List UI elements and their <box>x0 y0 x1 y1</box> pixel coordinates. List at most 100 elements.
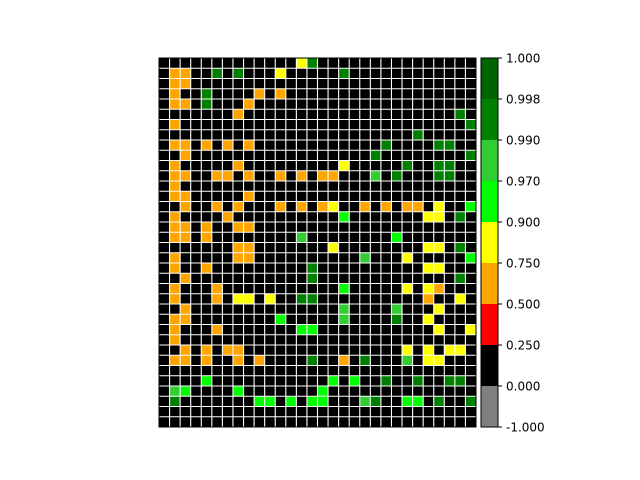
colorbar-segment <box>481 222 498 263</box>
heatmap-cell <box>169 232 181 243</box>
heatmap-cell <box>169 283 181 294</box>
heatmap-cell <box>201 88 212 99</box>
heatmap-cell <box>169 293 181 304</box>
heatmap-cell <box>243 293 255 304</box>
heatmap-cell <box>423 345 434 356</box>
heatmap-cell <box>454 109 466 120</box>
heatmap-cell <box>201 232 212 243</box>
heatmap-cell <box>433 170 445 181</box>
colorbar-tick-label: 0.750 <box>506 257 540 271</box>
heatmap-cell <box>338 211 350 222</box>
heatmap-cell <box>433 160 445 171</box>
colorbar-segment <box>481 58 498 99</box>
heatmap-cell <box>423 211 434 222</box>
heatmap-cell <box>338 304 350 315</box>
heatmap-cell <box>222 345 233 356</box>
heatmap-cell <box>232 293 244 304</box>
heatmap-cell <box>317 396 329 407</box>
colorbar-frame <box>480 57 499 428</box>
heatmap-cell <box>180 68 191 79</box>
heatmap-cell <box>254 355 265 366</box>
heatmap-cell <box>232 345 244 356</box>
heatmap-cell <box>380 375 392 386</box>
colorbar-tick-label: 0.500 <box>506 298 540 312</box>
heatmap-cell <box>370 170 381 181</box>
heatmap-cell <box>169 386 181 397</box>
heatmap-cell <box>180 304 191 315</box>
heatmap-cell <box>454 242 466 253</box>
heatmap-cell <box>296 324 307 335</box>
heatmap-cell <box>296 58 307 69</box>
heatmap-cell <box>433 355 445 366</box>
heatmap-cell <box>180 345 191 356</box>
heatmap-cell <box>211 324 223 335</box>
heatmap-cell <box>201 375 212 386</box>
heatmap-cell <box>264 293 276 304</box>
heatmap-cell <box>454 211 466 222</box>
colorbar-segment <box>481 181 498 222</box>
heatmap-cell <box>169 355 181 366</box>
heatmap-cell <box>328 242 339 253</box>
heatmap-cell <box>328 201 339 212</box>
heatmap-cell <box>180 355 191 366</box>
heatmap-cell <box>169 170 181 181</box>
heatmap-cell <box>264 396 276 407</box>
heatmap-cell <box>433 140 445 151</box>
heatmap-cell <box>169 263 181 274</box>
heatmap-cell <box>169 88 181 99</box>
heatmap-cell <box>454 273 466 284</box>
heatmap-cell <box>402 283 413 294</box>
heatmap-cell <box>359 355 371 366</box>
heatmap-cell <box>201 99 212 110</box>
heatmap-cell <box>201 140 212 151</box>
heatmap-cell <box>444 170 455 181</box>
heatmap-cell <box>423 263 434 274</box>
heatmap-cell <box>169 140 181 151</box>
colorbar-tick-label: 0.000 <box>506 380 540 394</box>
heatmap-cell <box>402 345 413 356</box>
heatmap-cell <box>243 170 255 181</box>
heatmap-cell <box>232 252 244 263</box>
colorbar-tick-label: -1.000 <box>506 421 545 435</box>
heatmap-cell <box>169 222 181 233</box>
heatmap-cell <box>180 150 191 161</box>
heatmap-cell <box>232 160 244 171</box>
heatmap-cell <box>180 201 191 212</box>
heatmap-cell <box>169 78 181 89</box>
heatmap-cell <box>380 201 392 212</box>
heatmap-cell <box>433 283 445 294</box>
heatmap-cell <box>169 252 181 263</box>
heatmap-cell <box>169 160 181 171</box>
heatmap-cell <box>222 140 233 151</box>
heatmap-cell <box>402 355 413 366</box>
heatmap-cell <box>423 355 434 366</box>
heatmap-cell <box>306 396 318 407</box>
heatmap-cell <box>211 68 223 79</box>
heatmap-cell <box>444 160 455 171</box>
heatmap-cell <box>370 150 381 161</box>
heatmap-cell <box>317 386 329 397</box>
heatmap-cell <box>454 345 466 356</box>
heatmap-cell <box>285 396 297 407</box>
heatmap-cell <box>180 314 191 325</box>
heatmap-cell <box>306 273 318 284</box>
heatmap-cell <box>423 283 434 294</box>
heatmap-cell <box>232 386 244 397</box>
heatmap-cell <box>169 334 181 345</box>
heatmap-cell <box>423 293 434 304</box>
heatmap-cell <box>306 324 318 335</box>
heatmap-cell <box>433 263 445 274</box>
heatmap-cell <box>180 386 191 397</box>
heatmap-cell <box>243 140 255 151</box>
heatmap-cell <box>169 191 181 202</box>
heatmap-cell <box>180 99 191 110</box>
heatmap-cell <box>412 129 424 140</box>
heatmap-cell <box>169 324 181 335</box>
heatmap-cell <box>180 170 191 181</box>
heatmap-cell <box>444 375 455 386</box>
heatmap-cell <box>465 252 476 263</box>
heatmap-cell <box>201 263 212 274</box>
heatmap-cell <box>465 324 476 335</box>
heatmap-cell <box>402 160 413 171</box>
heatmap-cell <box>275 201 286 212</box>
